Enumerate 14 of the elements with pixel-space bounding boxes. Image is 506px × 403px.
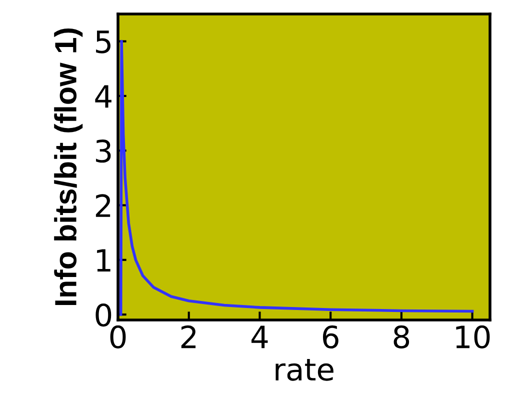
y-tick-label: 1 (97, 249, 110, 272)
y-tick-label: 4 (95, 85, 112, 108)
x-tick-label: 6 (322, 325, 338, 349)
y-tick-label: 0 (96, 303, 112, 327)
y-tick-label: 5 (96, 30, 110, 54)
y-tick-label: 2 (96, 194, 110, 217)
x-axis-title: rate (276, 358, 334, 381)
y-axis-title: Info bits/bit (flow 1) (54, 28, 83, 305)
x-tick-label: 2 (181, 325, 196, 348)
x-tick-label: 4 (251, 326, 268, 348)
x-tick-label: 10 (456, 325, 490, 349)
line-series (119, 40, 474, 316)
y-tick-label: 3 (96, 140, 111, 163)
x-tick-label: 8 (394, 325, 410, 349)
